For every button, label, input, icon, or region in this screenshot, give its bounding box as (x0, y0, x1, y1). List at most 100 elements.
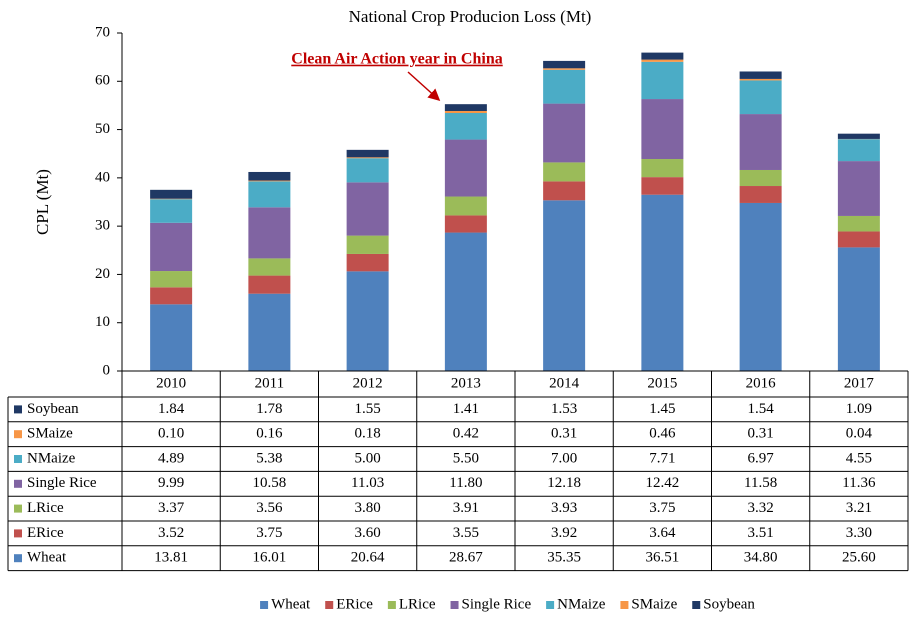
table-cell: 1.55 (355, 401, 381, 417)
bar-segment (346, 253, 389, 272)
y-tick-label: 40 (95, 169, 110, 185)
annotation: Clean Air Action year in China (291, 51, 502, 68)
legend-swatch (620, 601, 629, 609)
table-cell: 3.51 (748, 525, 774, 541)
table-cell: 7.71 (649, 450, 675, 466)
table-cell: 36.51 (646, 550, 680, 566)
table-cell: 1.09 (846, 401, 872, 417)
bar-segment (739, 71, 782, 79)
bar-segment (641, 194, 684, 371)
table-cell: 1.84 (158, 401, 185, 417)
bar-segment (543, 181, 586, 201)
bar-segment (248, 258, 291, 276)
table-row-label: NMaize (27, 450, 76, 466)
table-row-label: Wheat (27, 550, 67, 566)
table-cell: 11.03 (351, 475, 384, 491)
table-cell: 11.80 (449, 475, 482, 491)
table-cell: 12.42 (646, 475, 680, 491)
legend-swatch (325, 601, 334, 609)
bar-segment (346, 149, 389, 158)
table-cell: 5.00 (355, 450, 381, 466)
table-cell: 3.80 (355, 500, 381, 516)
x-tick-label: 2014 (549, 375, 580, 391)
bar-segment (444, 139, 487, 197)
table-cell: 1.41 (453, 401, 479, 417)
bar-segment (641, 52, 684, 60)
table-cell: 3.75 (256, 525, 282, 541)
table-cell: 0.10 (158, 426, 184, 442)
table-legend-swatch (14, 455, 22, 463)
table-cell: 1.78 (256, 401, 282, 417)
y-tick-label: 50 (95, 121, 110, 137)
table-cell: 5.38 (256, 450, 282, 466)
table-cell: 1.53 (551, 401, 577, 417)
bar-segment (739, 80, 782, 115)
table-cell: 11.36 (842, 475, 876, 491)
table-cell: 3.32 (748, 500, 774, 516)
table-cell: 0.16 (256, 426, 283, 442)
table-cell: 3.91 (453, 500, 479, 516)
bar-segment (739, 169, 782, 187)
x-tick-label: 2017 (844, 375, 875, 391)
table-cell: 35.35 (547, 550, 581, 566)
bar-segment (543, 103, 586, 163)
bar-segment (641, 99, 684, 160)
table-cell: 10.58 (253, 475, 287, 491)
bar-segment (346, 271, 389, 371)
bar-segment (248, 171, 291, 181)
bar-segment (444, 110, 487, 114)
table-cell: 0.04 (846, 426, 873, 442)
table-cell: 3.55 (453, 525, 479, 541)
table-row-label: Soybean (27, 401, 79, 417)
bar-segment (444, 104, 487, 111)
table-cell: 0.46 (649, 426, 676, 442)
legend-swatch (450, 601, 459, 609)
table-cell: 11.58 (744, 475, 777, 491)
y-tick-label: 60 (95, 73, 110, 89)
y-axis-label: CPL (Mt) (33, 169, 52, 235)
bar-segment (543, 200, 586, 371)
legend-swatch (692, 601, 701, 609)
table-legend-swatch (14, 529, 22, 538)
bar-segment (739, 114, 782, 170)
bar-segment (248, 293, 291, 371)
legend-label: NMaize (557, 596, 606, 612)
bar-segment (739, 202, 782, 371)
bar-segment (444, 113, 487, 140)
bar-segment (543, 60, 586, 69)
table-cell: 0.31 (748, 426, 774, 442)
x-tick-label: 2011 (255, 375, 284, 391)
bar-segment (837, 139, 880, 162)
table-cell: 3.30 (846, 525, 872, 541)
bar-segment (150, 271, 193, 288)
x-tick-label: 2015 (647, 375, 677, 391)
legend-label: ERice (336, 596, 373, 612)
x-tick-label: 2016 (746, 375, 777, 391)
legend-swatch (546, 601, 555, 609)
table-cell: 0.42 (453, 426, 479, 442)
table-cell: 1.54 (748, 401, 775, 417)
bar-segment (150, 287, 193, 305)
table-cell: 3.21 (846, 500, 872, 516)
bar-segment (641, 159, 684, 178)
bar-segment (641, 177, 684, 195)
bar-segment (248, 180, 291, 182)
table-legend-swatch (14, 430, 22, 439)
bar-segment (641, 61, 684, 100)
legend-swatch (387, 601, 396, 609)
bar-segment (739, 186, 782, 203)
bar-segment (248, 275, 291, 294)
table-cell: 1.45 (649, 401, 675, 417)
bar-segment (346, 182, 389, 236)
legend-swatch (260, 601, 269, 609)
table-legend-swatch (14, 554, 22, 563)
bar-segment (739, 78, 782, 81)
bar-segment (837, 247, 880, 371)
table-cell: 34.80 (744, 550, 778, 566)
legend-label: Single Rice (462, 596, 532, 612)
table-cell: 0.31 (551, 426, 577, 442)
bar-segment (150, 222, 193, 272)
bar-segment (837, 231, 880, 248)
table-row-label: ERice (27, 525, 64, 541)
